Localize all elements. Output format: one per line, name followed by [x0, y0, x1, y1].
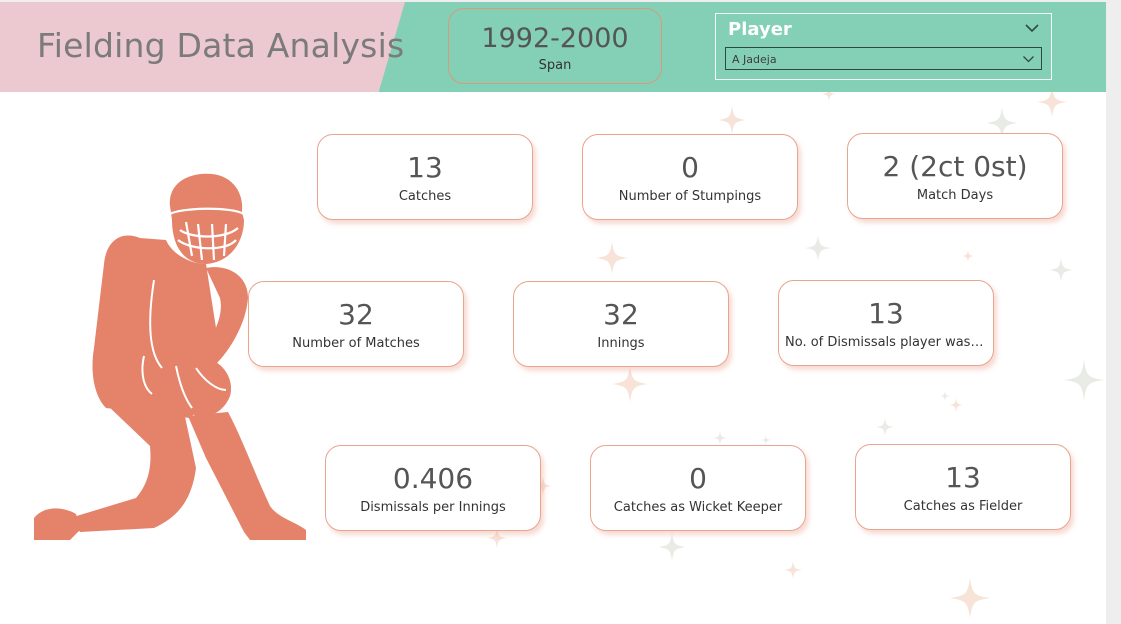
player-selected-value: A Jadeja [732, 53, 777, 66]
kpi-card-catches-wicket-keeper: 0 Catches as Wicket Keeper [590, 445, 806, 531]
kpi-value: 13 [868, 297, 904, 330]
kpi-value: 13 [945, 461, 981, 494]
kpi-value: 2 (2ct 0st) [882, 150, 1028, 183]
kpi-label: Innings [597, 336, 645, 351]
kpi-card-matches: 32 Number of Matches [248, 281, 464, 367]
player-dropdown[interactable]: A Jadeja [725, 47, 1042, 70]
page-title: Fielding Data Analysis [37, 26, 405, 65]
kpi-value: 0 [689, 462, 707, 495]
kpi-card-dismissals-per-innings: 0.406 Dismissals per Innings [325, 445, 541, 531]
kpi-label: No. of Dismissals player was i... [785, 335, 991, 350]
wicket-keeper-silhouette [34, 173, 306, 540]
kpi-value: 0.406 [392, 462, 474, 495]
header-banner: Fielding Data Analysis 1992-2000 Span Pl… [0, 2, 1106, 92]
kpi-label: Catches [398, 189, 452, 204]
span-label: Span [538, 58, 572, 73]
kpi-label: Catches as Fielder [903, 499, 1023, 514]
kpi-card-match-days: 2 (2ct 0st) Match Days [847, 133, 1063, 219]
chevron-down-icon[interactable] [1022, 54, 1035, 64]
window-top-border [0, 0, 1121, 2]
kpi-card-catches: 13 Catches [317, 134, 533, 220]
header-pink-panel [0, 2, 405, 92]
kpi-card-dismissals-involved: 13 No. of Dismissals player was i... [778, 280, 994, 366]
chevron-down-icon[interactable] [1024, 22, 1040, 34]
kpi-value: 13 [407, 151, 443, 184]
kpi-label: Dismissals per Innings [360, 500, 506, 515]
kpi-value: 32 [338, 298, 374, 331]
kpi-label: Number of Matches [292, 336, 420, 351]
kpi-label: Catches as Wicket Keeper [613, 500, 783, 515]
kpi-label: Match Days [916, 188, 994, 203]
kpi-card-innings: 32 Innings [513, 281, 729, 367]
kpi-card-catches-fielder: 13 Catches as Fielder [855, 444, 1071, 530]
slicer-title: Player [728, 19, 792, 40]
span-value: 1992-2000 [481, 23, 629, 54]
kpi-value: 32 [603, 298, 639, 331]
kpi-card-stumpings: 0 Number of Stumpings [582, 134, 798, 220]
window-right-edge [1106, 0, 1121, 624]
player-slicer[interactable]: Player A Jadeja [715, 13, 1052, 80]
kpi-value: 0 [681, 151, 699, 184]
kpi-label: Number of Stumpings [618, 189, 762, 204]
span-card: 1992-2000 Span [448, 8, 662, 84]
